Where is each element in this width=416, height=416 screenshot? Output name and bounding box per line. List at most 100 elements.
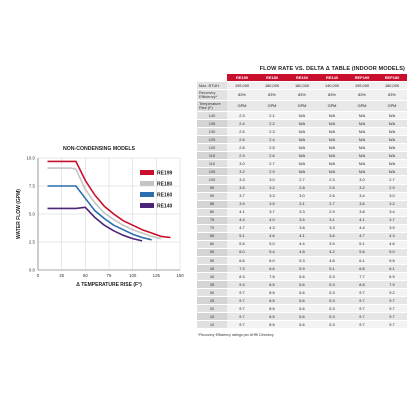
gpm-cell: 3.5 [287, 216, 317, 225]
gpm-cell: 4.4 [287, 240, 317, 249]
temperature-rise-cell: 65 [197, 232, 227, 241]
gpm-cell: 4.4 [347, 224, 377, 233]
gpm-cell: N/A [287, 127, 317, 137]
gpm-cell: 5.0 [377, 248, 407, 257]
gpm-cell: 9.7 [347, 288, 377, 298]
temperature-rise-cell: 60 [197, 240, 227, 249]
gpm-cell: 9.7 [347, 320, 377, 330]
gpm-cell: N/A [287, 119, 317, 129]
gpm-cell: 4.6 [377, 240, 407, 249]
temperature-rise-cell: 90 [197, 192, 227, 201]
gpm-cell: N/A [287, 167, 317, 177]
btuh-cell: 140,000 [317, 81, 347, 91]
gpm-cell: 4.4 [227, 216, 257, 225]
gpm-cell: 5.1 [317, 264, 347, 274]
gpm-cell: 5.3 [287, 256, 317, 265]
table-row: 60 5.5 5.0 4.4 3.9 5.1 4.6 [197, 240, 407, 249]
temperature-rise-cell: 35 [197, 280, 227, 290]
legend-label: RE199 [157, 171, 173, 177]
model-header: RE140 [317, 74, 347, 83]
gpm-cell: 5.1 [227, 232, 257, 241]
gpm-cell: 5.1 [347, 240, 377, 249]
gpm-cell: N/A [317, 135, 347, 145]
gpm-cell: 2.9 [227, 151, 257, 161]
table-row: 105 3.2 2.9 N/A N/A N/A N/A [197, 167, 407, 177]
btuh-cell: 180,000 [257, 81, 287, 91]
series-line-re199 [47, 160, 171, 239]
gpm-cell: 2.6 [317, 192, 347, 201]
unit-cell: GPM [257, 100, 287, 113]
gpm-cell: 7.3 [227, 264, 257, 274]
btuh-cell: 199,000 [227, 81, 257, 91]
gpm-cell: 6.6 [257, 264, 287, 274]
gpm-cell: 9.7 [227, 288, 257, 298]
x-tick-label: 150 [176, 273, 184, 278]
gpm-cell: 5.5 [227, 240, 257, 249]
gpm-cell: 4.1 [287, 232, 317, 241]
gpm-cell: 3.0 [377, 192, 407, 201]
temperature-rise-cell: 75 [197, 216, 227, 225]
gpm-cell: 2.9 [377, 184, 407, 193]
gpm-cell: 5.3 [317, 320, 347, 330]
temperature-rise-cell: 80 [197, 208, 227, 217]
temperature-rise-cell: 20 [197, 304, 227, 314]
gpm-cell: 2.3 [317, 175, 347, 185]
gpm-cell: N/A [377, 119, 407, 129]
gpm-cell: 2.7 [317, 200, 347, 209]
temperature-rise-cell: 30 [197, 288, 227, 298]
gpm-cell: 3.3 [257, 192, 287, 201]
gpm-cell: 3.1 [287, 200, 317, 209]
gpm-cell: N/A [317, 127, 347, 137]
gpm-cell: 9.7 [227, 312, 257, 322]
legend-label: RE180 [157, 182, 173, 188]
gpm-cell: 2.7 [377, 175, 407, 185]
efficiency-row: Recovery Efficiency* 83% 83% 83% 83% 83%… [197, 89, 407, 102]
gpm-cell: 6.8 [347, 264, 377, 274]
unit-cell: GPM [377, 100, 407, 113]
gpm-cell: 3.4 [377, 208, 407, 217]
gpm-cell: 3.8 [287, 224, 317, 233]
unit-cell: GPM [317, 100, 347, 113]
gpm-cell: 5.3 [317, 280, 347, 290]
gpm-cell: N/A [287, 111, 317, 121]
temperature-rise-cell: 25 [197, 296, 227, 306]
gpm-cell: 2.5 [317, 184, 347, 193]
gpm-cell: 3.7 [227, 192, 257, 201]
gpm-cell: 3.8 [347, 208, 377, 217]
gpm-cell: 3.9 [377, 224, 407, 233]
gpm-cell: N/A [377, 167, 407, 177]
gpm-cell: N/A [347, 127, 377, 137]
gpm-cell: 3.1 [317, 216, 347, 225]
model-header: REP199 [347, 74, 377, 83]
legend-swatch-re199 [140, 170, 154, 175]
unit-cell: GPM [227, 100, 257, 113]
gpm-cell: 6.6 [227, 256, 257, 265]
gpm-cell: 2.3 [227, 111, 257, 121]
gpm-cell: 5.3 [317, 296, 347, 306]
gpm-cell: 9.7 [377, 304, 407, 314]
gpm-cell: 9.7 [377, 296, 407, 306]
table-row: 110 3.0 2.7 N/A N/A N/A N/A [197, 159, 407, 169]
temperature-rise-cell: 115 [197, 151, 227, 161]
temperature-rise-cell: 45 [197, 264, 227, 274]
gpm-cell: 3.2 [257, 184, 287, 193]
gpm-cell: 3.5 [227, 184, 257, 193]
gpm-cell: N/A [287, 135, 317, 145]
y-tick-label: 2.5 [29, 240, 36, 245]
gpm-cell: 3.9 [317, 240, 347, 249]
table-row: 40 8.3 7.5 6.6 5.3 7.7 6.9 [197, 272, 407, 282]
gpm-cell: 9.7 [227, 320, 257, 330]
units-row: Temperature Rise (F) GPM GPM GPM GPM GPM… [197, 100, 407, 113]
gpm-cell: N/A [377, 159, 407, 169]
table-row: 10 9.7 8.5 6.6 5.3 9.7 9.7 [197, 320, 407, 330]
series-line-re140 [47, 206, 143, 242]
table-row: 55 6.0 5.4 4.8 4.2 5.6 5.0 [197, 248, 407, 257]
gpm-cell: 9.2 [377, 288, 407, 298]
gpm-cell: 8.5 [257, 312, 287, 322]
chart-title: NON-CONDENSING MODELS [63, 146, 136, 152]
gpm-cell: N/A [317, 167, 347, 177]
x-tick-label: 100 [129, 273, 137, 278]
table-row: 95 3.5 3.2 2.8 2.5 3.2 2.9 [197, 184, 407, 193]
y-tick-label: 0.0 [29, 268, 36, 273]
table-row: 90 3.7 3.3 3.0 2.6 3.4 3.0 [197, 192, 407, 201]
